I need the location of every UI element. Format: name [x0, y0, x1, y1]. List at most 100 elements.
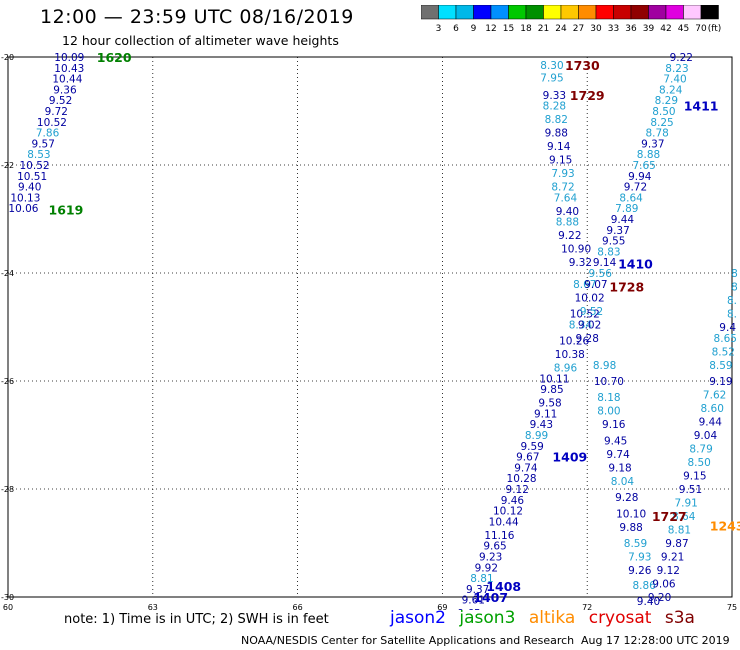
color-scale-label: 9	[471, 24, 477, 34]
wave-height-value: 10.11	[539, 373, 569, 385]
wave-height-value: 7.40	[663, 74, 686, 86]
color-scale-label: 45	[678, 24, 689, 34]
color-scale-label: 42	[660, 24, 671, 34]
wave-height-value: 11.16	[484, 530, 514, 542]
pass-label: 1620	[97, 50, 132, 65]
wave-height-value: 9.88	[545, 128, 568, 140]
lon-tick-label: 72	[582, 603, 592, 610]
wave-height-value: 9.15	[683, 471, 706, 483]
wave-height-value: 10.02	[575, 292, 605, 304]
wave-height-value: 9.88	[619, 522, 642, 534]
wave-height-value: 8	[731, 268, 738, 280]
color-scale-label: 6	[453, 24, 459, 34]
wave-height-value: 9.36	[53, 84, 77, 96]
wave-height-value: 8.82	[545, 114, 568, 126]
wave-height-value: 9.56	[589, 268, 613, 280]
wave-height-value: 9.12	[506, 484, 529, 496]
pass-label: 1408	[486, 579, 521, 594]
wave-height-value: 9.65	[457, 608, 480, 610]
wave-height-value: 8.52	[712, 346, 735, 358]
pass-label: 1409	[552, 450, 587, 465]
wave-height-value: 8.88	[556, 217, 579, 229]
wave-height-value: 9.15	[549, 155, 572, 167]
wave-height-value: 8.79	[689, 444, 712, 456]
pass-label: 1729	[570, 88, 605, 103]
wave-height-value: 8.98	[593, 360, 616, 372]
wave-height-value: 8.25	[650, 117, 673, 129]
wave-height-value: 9.32	[569, 257, 592, 269]
wave-height-value: 9.74	[514, 462, 538, 474]
pass-label: 1243	[710, 519, 740, 534]
color-scale-label: 21	[538, 24, 549, 34]
color-scale-unit: (ft)	[708, 24, 722, 34]
wave-height-value: 9.51	[679, 484, 702, 496]
page-title: 12:00 — 23:59 UTC 08/16/2019	[40, 6, 354, 28]
color-swatch	[700, 5, 719, 20]
wave-height-value: 9.52	[49, 95, 72, 107]
wave-height-value: 9.55	[602, 236, 625, 248]
wave-height-value: 8.18	[597, 392, 620, 404]
lon-tick-label: 75	[727, 603, 737, 610]
wave-height-value: 8.88	[637, 149, 660, 161]
wave-height-value: 8.28	[543, 101, 566, 113]
wave-height-value: 8.53	[27, 149, 50, 161]
wave-height-value: 8.99	[525, 430, 548, 442]
wave-height-value: 9.46	[501, 495, 525, 507]
wave-height-value: 9.26	[628, 565, 652, 577]
altimeter-map: 60 63 66 69 72 75 -20 -22 -24 -26 -28 -30 10.0910.43…	[1, 50, 740, 610]
wave-height-value: 8.83	[597, 246, 620, 258]
wave-height-value: 9.22	[670, 52, 693, 64]
wave-height-value: 7.62	[703, 390, 726, 402]
wave-height-value: 10.90	[561, 244, 591, 256]
wave-height-value: 9.61	[462, 595, 485, 607]
wave-height-value: 9.02	[578, 319, 601, 331]
color-scale-bar: 3 6 9 12 15 18 21 24 27 30 33 36 39 42 45 70 (ft)	[421, 5, 722, 34]
wave-height-value: 8.81	[668, 525, 691, 537]
wave-height-value: 7.64	[554, 192, 578, 204]
wave-height-value: 9.44	[699, 417, 723, 429]
wave-height-value: 8.04	[611, 476, 635, 488]
wave-height-value: 9.40	[556, 206, 579, 218]
note-text: note: 1) Time is in UTC; 2) SWH is in fe…	[64, 612, 329, 627]
wave-height-value: 9.4	[719, 322, 736, 334]
wave-height-value: 9.57	[32, 138, 55, 150]
pass-label: 1411	[684, 99, 719, 114]
wave-height-value: 9.74	[606, 449, 630, 461]
wave-height-value: 9.44	[611, 214, 635, 226]
wave-height-value: 8.64	[619, 192, 643, 204]
wave-height-value: 9.20	[648, 592, 671, 604]
color-scale-label: 39	[643, 24, 655, 34]
wave-height-value: 9.40	[18, 182, 41, 194]
legend-cryosat: cryosat	[588, 608, 652, 628]
wave-height-value: 9.72	[45, 106, 68, 118]
wave-height-value: 10.38	[555, 349, 585, 361]
wave-height-value: 8	[731, 282, 738, 294]
color-scale-label: 12	[485, 24, 496, 34]
pass-label: 1619	[49, 202, 84, 217]
wave-height-value: 8.	[727, 309, 737, 321]
wave-height-value: 7.89	[615, 203, 638, 215]
wave-height-value: 8.50	[652, 106, 675, 118]
wave-height-value: 9.28	[615, 492, 638, 504]
wave-height-value: 10.51	[17, 171, 47, 183]
wave-height-value: 10.43	[54, 63, 84, 75]
map-frame	[7, 56, 733, 598]
pass-label: 1727	[652, 509, 687, 524]
wave-height-value: 9.33	[543, 90, 566, 102]
wave-height-value: 9.19	[709, 376, 732, 388]
legend-s3a: s3a	[664, 608, 695, 628]
lat-tick-label: -26	[1, 377, 14, 386]
color-scale-label: 70	[695, 24, 707, 34]
wave-height-value: 9.72	[624, 182, 647, 194]
wave-height-value: 9.12	[657, 565, 680, 577]
color-scale-label: 15	[503, 24, 514, 34]
lon-tick-label: 66	[293, 603, 303, 610]
wave-height-value: 9.52	[580, 306, 603, 318]
wave-height-value: 8.34	[569, 319, 593, 331]
lon-tick-label: 60	[3, 603, 13, 610]
wave-height-value: 9.22	[558, 230, 581, 242]
wave-height-value: 8.24	[659, 84, 683, 96]
wave-height-value: 9.18	[608, 462, 631, 474]
wave-height-value: 8.64	[672, 511, 696, 523]
wave-height-value: 8.29	[655, 95, 678, 107]
